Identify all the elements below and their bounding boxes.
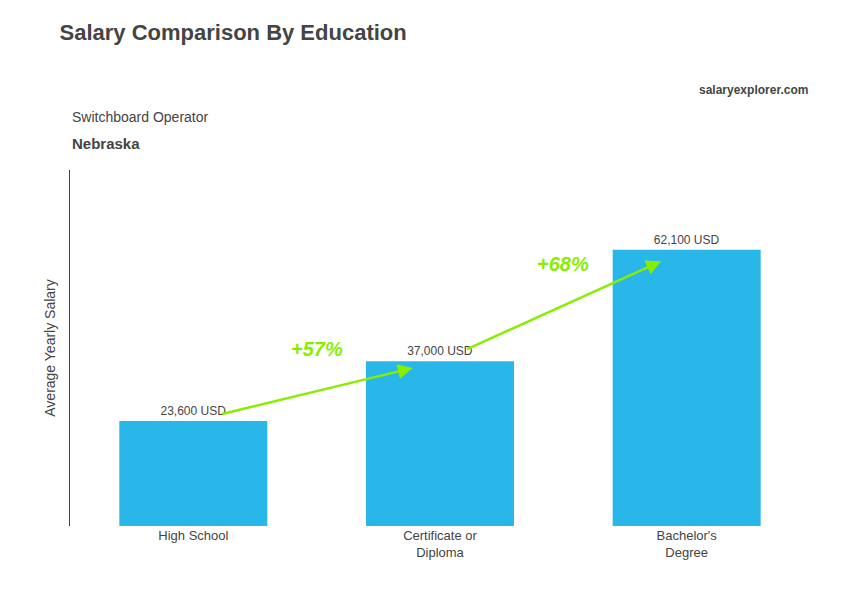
svg-text:Switchboard Operator: Switchboard Operator [72, 109, 209, 125]
svg-text:+57%: +57% [291, 338, 343, 360]
svg-text:+68%: +68% [537, 253, 589, 275]
svg-text:Bachelor'sDegree: Bachelor'sDegree [657, 528, 718, 560]
svg-text:23,600 USD: 23,600 USD [160, 404, 226, 418]
svg-text:Average Yearly Salary: Average Yearly Salary [42, 279, 58, 417]
svg-text:Salary Comparison By Education: Salary Comparison By Education [60, 20, 407, 45]
svg-text:salaryexplorer.com: salaryexplorer.com [699, 83, 808, 97]
svg-text:Certificate orDiploma: Certificate orDiploma [403, 528, 477, 560]
svg-text:37,000 USD: 37,000 USD [407, 344, 473, 358]
svg-text:High School: High School [158, 528, 228, 543]
svg-text:Nebraska: Nebraska [72, 135, 140, 152]
svg-text:62,100 USD: 62,100 USD [654, 233, 720, 247]
